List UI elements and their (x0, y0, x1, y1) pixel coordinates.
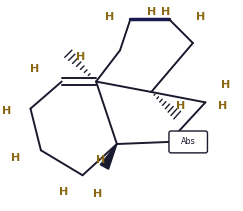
Text: H: H (221, 80, 230, 90)
Text: H: H (196, 12, 205, 22)
Text: H: H (76, 51, 86, 62)
Text: H: H (218, 100, 227, 111)
Text: H: H (161, 7, 170, 17)
Text: H: H (93, 189, 102, 199)
Text: H: H (96, 155, 105, 165)
Polygon shape (100, 144, 117, 169)
Text: H: H (105, 12, 114, 22)
Text: H: H (2, 106, 12, 116)
Text: Abs: Abs (181, 137, 196, 146)
Text: H: H (59, 187, 68, 197)
Text: H: H (11, 153, 20, 162)
Text: H: H (176, 100, 185, 111)
Text: H: H (147, 7, 156, 17)
Text: H: H (30, 64, 39, 74)
FancyBboxPatch shape (169, 131, 208, 153)
